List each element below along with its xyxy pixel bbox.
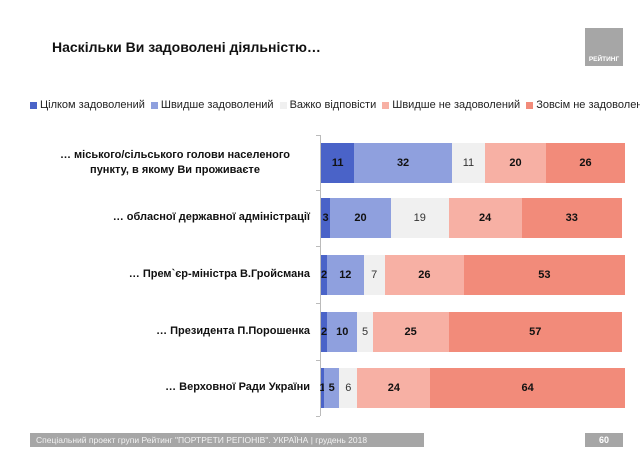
data-label: 64 [521, 382, 534, 394]
data-label: 25 [404, 326, 417, 338]
bar-segment: 2 [321, 312, 327, 352]
bar-segment: 24 [357, 368, 431, 408]
legend-item: Зовсім не задоволений [526, 99, 640, 111]
stacked-bar: 3 20 19 24 33 [321, 198, 625, 238]
stacked-bar: 1 5 6 24 64 [319, 368, 625, 408]
legend-swatch [526, 101, 534, 109]
bar-segment: 32 [354, 143, 452, 183]
bar-segment: 24 [448, 198, 522, 238]
chart-title: Наскільки Ви задоволені діяльністю… [52, 39, 321, 55]
bar-segment: 25 [372, 312, 449, 352]
stacked-bar: 2 10 5 25 57 [321, 312, 625, 352]
bar-segment: 11 [321, 143, 355, 183]
bar-segment: 5 [357, 312, 373, 352]
legend-swatch [279, 101, 287, 109]
data-label: 20 [354, 212, 367, 224]
legend: Цілком задоволений Швидше задоволений Важк… [30, 99, 640, 111]
data-label: 11 [462, 157, 475, 169]
data-label: 24 [387, 382, 401, 394]
legend-swatch [382, 101, 390, 109]
data-label: 32 [396, 157, 410, 169]
legend-label: Зовсім не задоволений [536, 99, 640, 111]
data-label: 33 [565, 212, 578, 224]
axis-tick [316, 190, 320, 191]
category-label: … Верховної Ради України [165, 381, 310, 393]
bar-segment: 20 [330, 198, 391, 238]
data-label: 11 [331, 157, 344, 169]
legend-item: Важко відповісти [279, 99, 377, 111]
data-label: 57 [529, 326, 542, 338]
data-label: 20 [509, 157, 522, 169]
bar-segment: 10 [327, 312, 358, 352]
bar-segment: 19 [390, 198, 449, 238]
bar-segment: 33 [521, 198, 622, 238]
data-label: 12 [339, 269, 352, 281]
axis-tick [316, 360, 320, 361]
bar-segment: 53 [463, 255, 625, 295]
stacked-bar: 11 32 11 20 26 [321, 143, 625, 183]
data-label: 1 [319, 382, 326, 394]
bar-segment: 12 [327, 255, 364, 295]
legend-label: Цілком задоволений [40, 99, 145, 111]
legend-label: Швидше задоволений [160, 99, 274, 111]
bar-segment: 26 [545, 143, 625, 183]
data-label: 10 [336, 326, 349, 338]
page-number: 60 [585, 433, 623, 447]
data-label: 5 [328, 382, 335, 394]
bar-segment: 20 [485, 143, 546, 183]
data-label: 5 [362, 326, 369, 338]
legend-swatch [150, 101, 158, 109]
data-label: 24 [479, 212, 492, 224]
axis-tick [316, 135, 320, 136]
data-label: 2 [320, 269, 328, 281]
bar-segment: 2 [321, 255, 327, 295]
bar-segment: 57 [448, 312, 622, 352]
data-label: 53 [538, 269, 551, 281]
rating-logo: РЕЙТИНГ [585, 28, 623, 66]
bar-segment: 1 [319, 368, 326, 408]
data-label: 7 [371, 269, 378, 281]
data-label: 19 [413, 212, 426, 224]
category-label: … міського/сільського голови населеного … [59, 149, 291, 176]
bar-segment: 11 [451, 143, 486, 183]
data-label: 6 [345, 382, 352, 394]
axis-tick [316, 416, 320, 417]
bar-segment: 5 [324, 368, 340, 408]
data-label: 2 [320, 326, 328, 338]
legend-swatch [30, 101, 37, 109]
legend-item: Цілком задоволений [30, 99, 145, 111]
data-label: 26 [418, 269, 431, 281]
bar-segment: 6 [339, 368, 358, 408]
bar-segment: 26 [384, 255, 464, 295]
bar-segment: 64 [430, 368, 625, 408]
bar-segment: 7 [363, 255, 385, 295]
axis-tick [316, 246, 320, 247]
legend-item: Швидше задоволений [150, 99, 274, 111]
category-label: … Прем`єр-міністра В.Гройсмана [128, 268, 310, 280]
legend-label: Швидше не задоволений [392, 99, 521, 111]
data-label: 26 [579, 157, 592, 169]
data-label: 3 [322, 212, 329, 224]
stacked-bar: 2 12 7 26 53 [321, 255, 625, 295]
bar-segment: 3 [321, 198, 331, 238]
footer-text: Спеціальний проект групи Рейтинг "ПОРТРЕ… [30, 433, 424, 447]
axis-tick [316, 303, 320, 304]
category-axis [320, 135, 321, 416]
legend-item: Швидше не задоволений [382, 99, 520, 111]
legend-label: Важко відповісти [289, 99, 377, 111]
category-label: … обласної державної адміністрації [112, 211, 310, 223]
category-label: … Президента П.Порошенка [156, 325, 310, 337]
